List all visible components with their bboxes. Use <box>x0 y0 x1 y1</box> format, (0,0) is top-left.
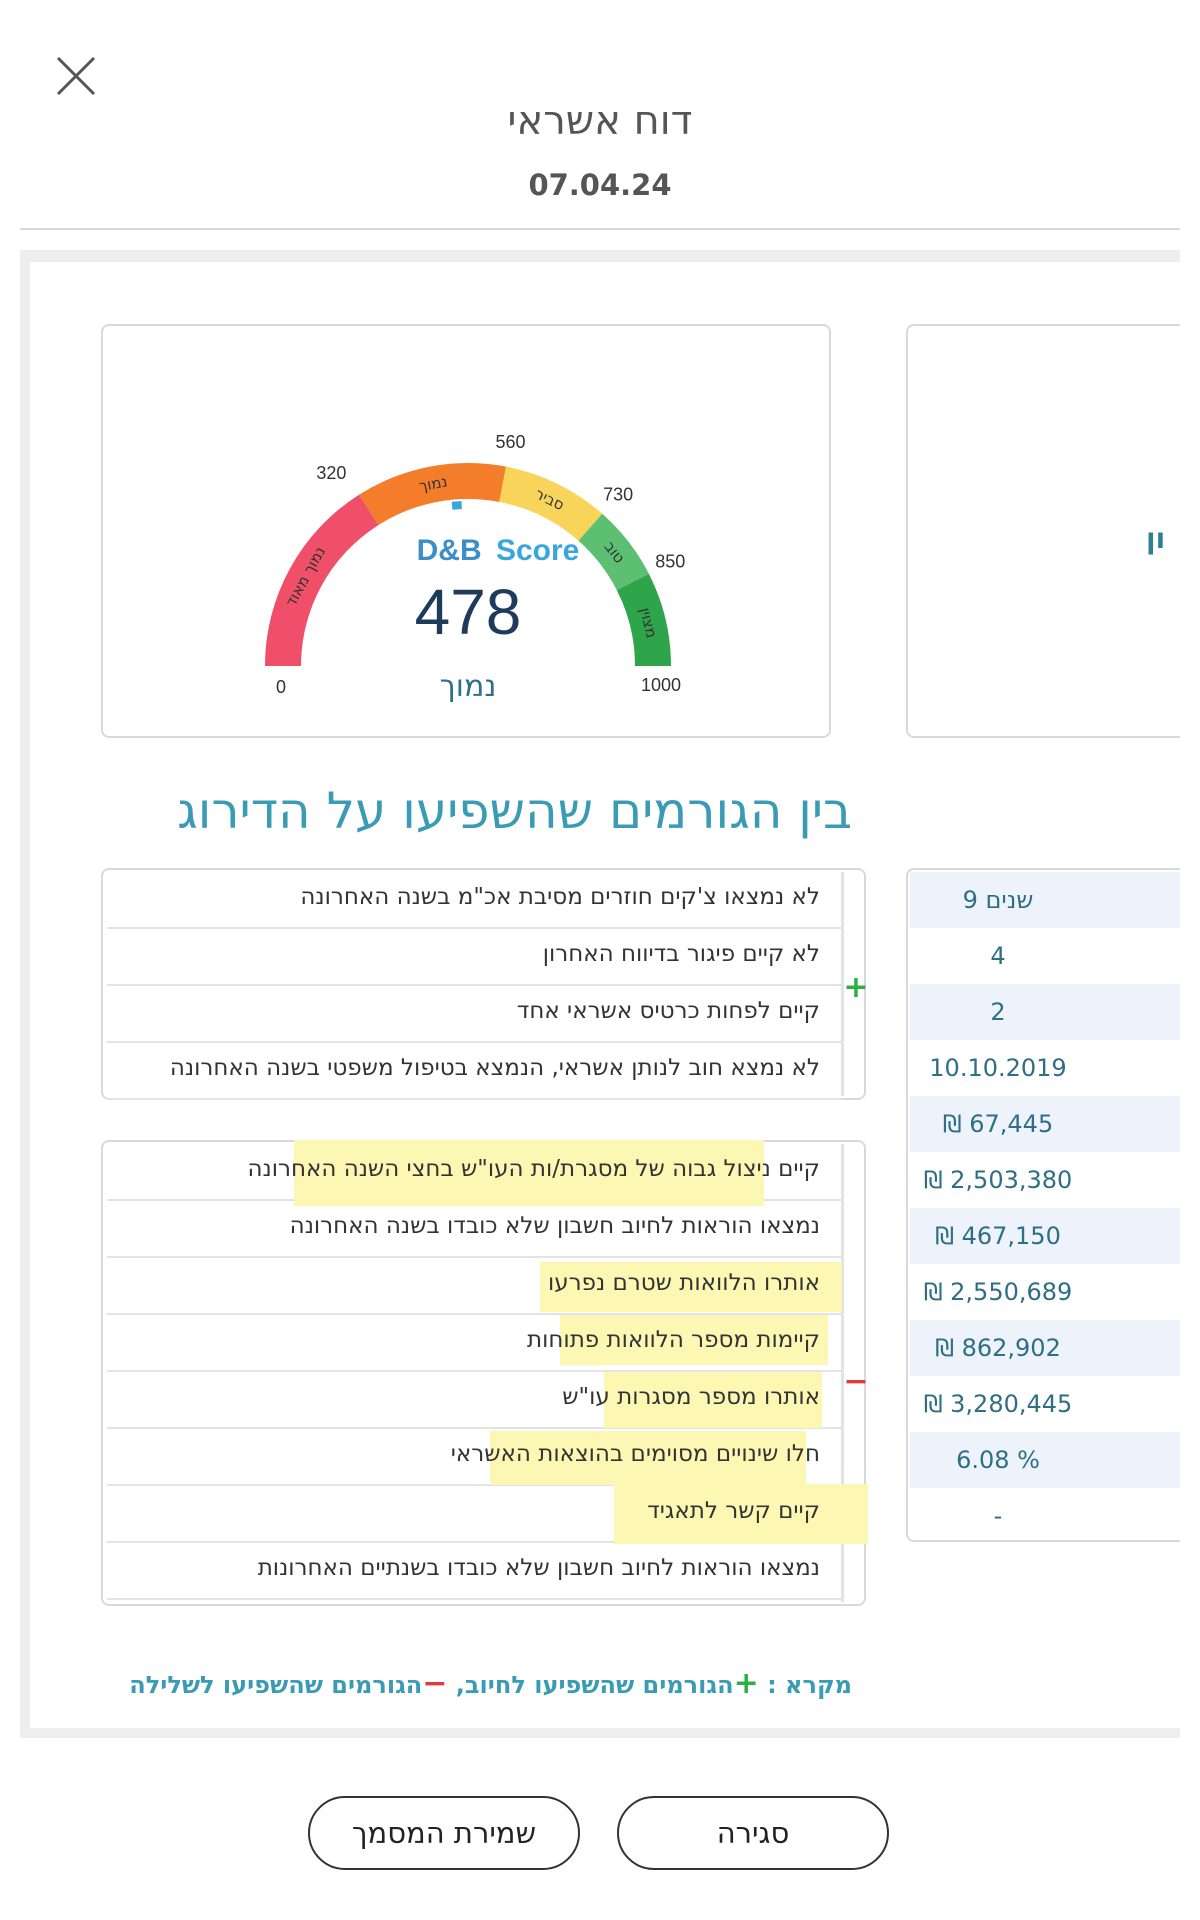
gauge-tick-label: 1000 <box>641 675 681 695</box>
minus-icon: − <box>422 1666 448 1701</box>
gauge-segment <box>616 573 671 666</box>
value-row: 10.10.2019 <box>929 1054 1067 1082</box>
value-row: 4 <box>990 942 1006 970</box>
gauge-tick-label: 730 <box>603 484 633 504</box>
factor-row-positive: לא קיים פיגור בדיווח האחרון <box>107 929 842 986</box>
report-date: 07.04.24 <box>528 168 672 202</box>
side-card: ון ו א <box>906 324 1180 738</box>
value-row: ₪ 467,150 <box>910 1208 1180 1264</box>
value-row: 6.08 % <box>910 1432 1180 1488</box>
factor-row-negative: קיים ניצול גבוה של מסגרת/ות העו"ש בחצי ה… <box>107 1140 842 1206</box>
save-document-button[interactable]: שמירת המסמך <box>308 1796 580 1870</box>
gauge-tick-label: 850 <box>655 552 685 572</box>
factor-row-positive: לא נמצאו צ'קים חוזרים מסיבת אכ"מ בשנה הא… <box>107 872 842 929</box>
value-row: ₪ 67,445 <box>910 1096 1180 1152</box>
factor-row-positive: לא נמצא חוב לנותן אשראי, הנמצא בטיפול מש… <box>107 1043 842 1100</box>
close-icon[interactable] <box>52 52 100 100</box>
header-divider <box>20 228 1180 230</box>
score-card: 0 320 560 730 850 1000 נמוך מאוד נמוך סביר טוב מצ… <box>101 324 831 738</box>
report-content: 0 320 560 730 850 1000 נמוך מאוד נמוך סביר טוב מצ… <box>30 262 1180 1728</box>
side-card-fragment: ון <box>1146 522 1166 555</box>
gauge-needle <box>451 501 462 510</box>
plus-icon: + <box>843 970 869 1005</box>
report-frame[interactable]: 0 320 560 730 850 1000 נמוך מאוד נמוך סביר טוב מצ… <box>20 250 1180 1738</box>
value-row: ₪ 3,280,445 <box>923 1390 1073 1418</box>
legend-negative: הגורמים שהשפיעו לשלילה <box>129 1671 423 1699</box>
factor-row-negative: קיימות מספר הלוואות פתוחות <box>107 1315 842 1372</box>
page-title: דוח אשראי <box>507 98 693 144</box>
gauge-tick-label: 320 <box>316 463 346 483</box>
gauge-segment <box>359 463 507 525</box>
score-value: 478 <box>415 576 522 648</box>
legend-positive: הגורמים שהשפיעו לחיוב, <box>455 1671 734 1699</box>
gauge-segment <box>499 466 603 541</box>
value-row: ₪ 2,503,380 <box>923 1166 1073 1194</box>
gauge-segment <box>578 513 649 591</box>
value-row: 9 שנים <box>910 872 1180 928</box>
factors-divider <box>841 872 844 1096</box>
factors-divider <box>841 1144 844 1602</box>
brand-word: Score <box>496 534 579 567</box>
value-row: 2 <box>910 984 1180 1040</box>
gauge-segment <box>265 494 379 666</box>
legend-prefix: מקרא : <box>767 1671 852 1699</box>
factor-row-positive: קיים לפחות כרטיס אשראי אחד <box>107 986 842 1043</box>
positive-factors-box: + לא נמצאו צ'קים חוזרים מסיבת אכ"מ בשנה … <box>101 868 869 1100</box>
legend: מקרא : +הגורמים שהשפיעו לחיוב, −הגורמים … <box>129 1666 852 1701</box>
gauge-tick-label: 560 <box>496 432 526 452</box>
score-rating: נמוך <box>440 669 497 704</box>
factor-row-negative: אותרו מספר מסגרות עו"ש <box>107 1372 842 1429</box>
factor-row-negative: אותרו הלוואות שטרם נפרעו <box>107 1258 842 1315</box>
factor-row-negative: נמצאו הוראות לחיוב חשבון שלא כובדו בשנה … <box>107 1201 842 1258</box>
factor-row-negative: חלו שינויים מסוימים בהוצאות האשראי <box>107 1429 842 1486</box>
values-column: 9 שנים 4 2 10.10.2019 ₪ 67,445 ₪ 2,503,3… <box>906 868 1180 1542</box>
minus-icon: − <box>843 1364 869 1399</box>
plus-icon: + <box>733 1666 759 1701</box>
svg-text:D&B Score: D&B Score <box>417 534 580 567</box>
gauge-tick-label: 0 <box>276 677 286 697</box>
value-row: - <box>993 1502 1003 1530</box>
value-row: ₪ 862,902 <box>910 1320 1180 1376</box>
db-logo-mark: D&B <box>417 534 482 567</box>
gauge-segment-label: נמוך <box>418 472 449 495</box>
factor-row-negative: נמצאו הוראות לחיוב חשבון שלא כובדו בשנתי… <box>107 1543 842 1600</box>
value-row: ₪ 2,550,689 <box>923 1278 1073 1306</box>
negative-factors-box: − קיים ניצול גבוה של מסגרת/ות העו"ש בחצי… <box>101 1140 869 1606</box>
factors-heading: בין הגורמים שהשפיעו על הדירוג <box>177 782 852 840</box>
close-button[interactable]: סגירה <box>617 1796 889 1870</box>
factor-row-negative: קיים קשר לתאגיד <box>107 1484 868 1544</box>
